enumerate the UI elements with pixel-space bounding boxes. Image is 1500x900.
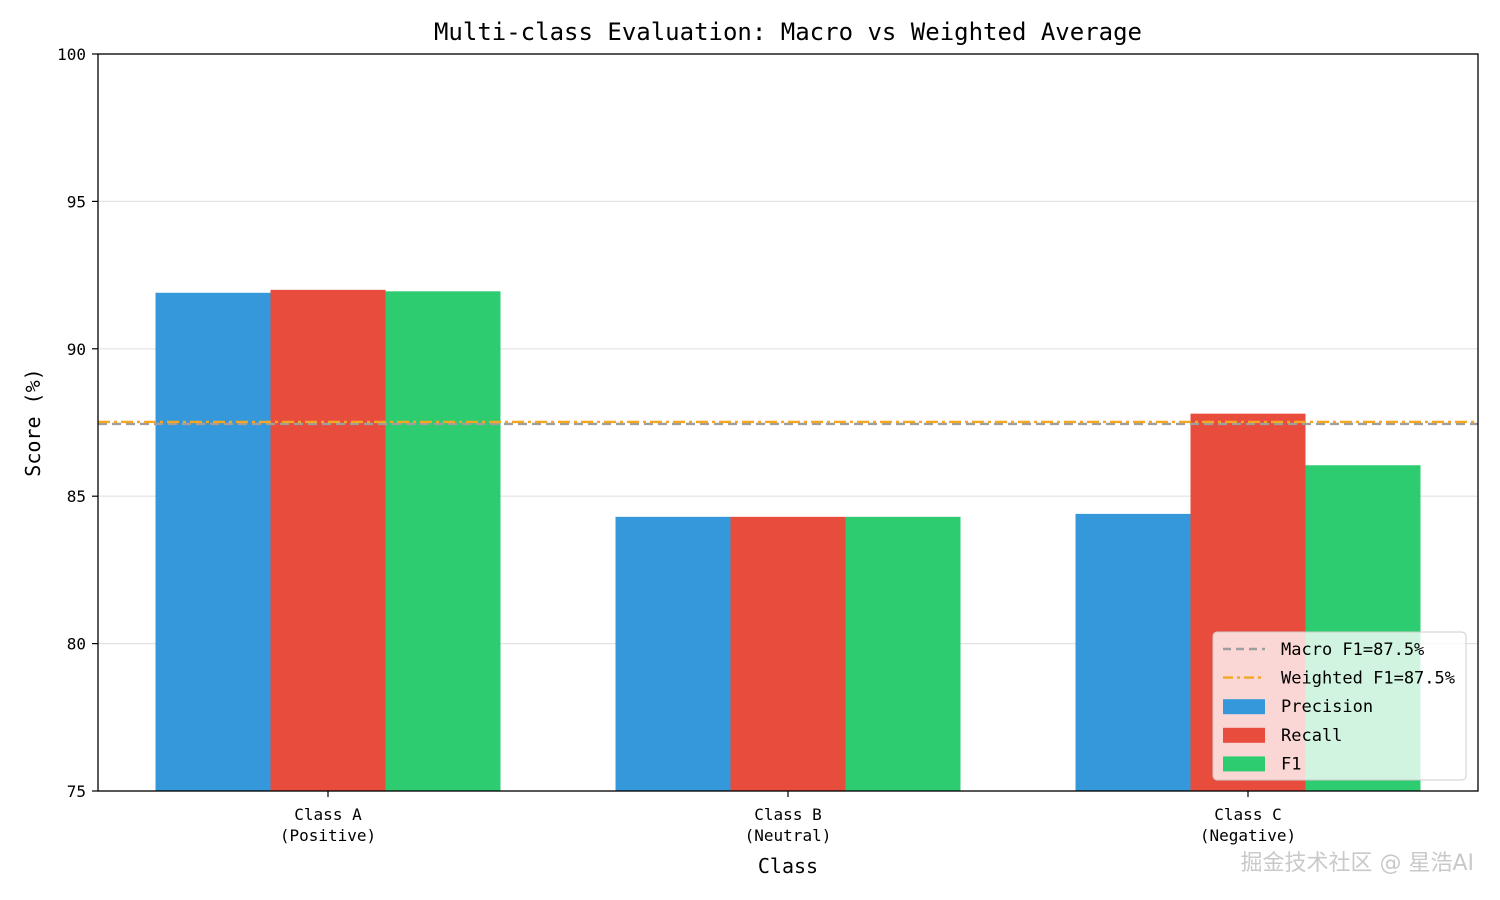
x-tick-label: (Negative) (1200, 826, 1296, 845)
bar-precision-3 (1075, 513, 1191, 791)
y-tick-label: 75 (67, 782, 86, 801)
y-axis-ticks: 75 80 85 90 95 100 (57, 45, 98, 801)
x-tick-label: Class B (754, 805, 821, 824)
y-tick-label: 90 (67, 340, 86, 359)
bar-recall-1 (270, 289, 386, 791)
legend-swatch (1223, 756, 1265, 772)
y-tick-label: 100 (57, 45, 86, 64)
y-tick-label: 85 (67, 487, 86, 506)
x-tick-label: Class C (1214, 805, 1281, 824)
y-axis-label: Score (%) (21, 368, 45, 476)
bar-f1-2 (845, 516, 961, 791)
legend-swatch (1223, 699, 1265, 715)
legend-label: Precision (1281, 697, 1373, 717)
x-axis-label: Class (758, 854, 818, 878)
legend-label: Recall (1281, 726, 1342, 746)
bar-f1-1 (385, 291, 501, 791)
legend-label: Macro F1=87.5% (1281, 640, 1424, 660)
legend-box (1212, 631, 1467, 781)
legend: Macro F1=87.5% Weighted F1=87.5% Precision… (1212, 631, 1467, 781)
bar-recall-2 (730, 516, 846, 791)
reference-lines (98, 420, 1478, 426)
x-tick-label: (Neutral) (745, 826, 832, 845)
legend-label: F1 (1281, 754, 1301, 774)
chart-title: Multi-class Evaluation: Macro vs Weighte… (434, 18, 1142, 46)
y-tick-label: 95 (67, 192, 86, 211)
x-tick-label: Class A (294, 805, 362, 824)
x-axis-ticks: Class A (Positive) Class B (Neutral) Class C… (280, 791, 1296, 845)
legend-swatch (1223, 727, 1265, 743)
bar-precision-2 (615, 516, 731, 791)
watermark: 掘金技术社区 @ 星浩AI (1240, 851, 1474, 876)
legend-label: Weighted F1=87.5% (1281, 669, 1455, 689)
bar-precision-1 (155, 292, 271, 791)
x-tick-label: (Positive) (280, 826, 376, 845)
y-tick-label: 80 (67, 635, 86, 654)
